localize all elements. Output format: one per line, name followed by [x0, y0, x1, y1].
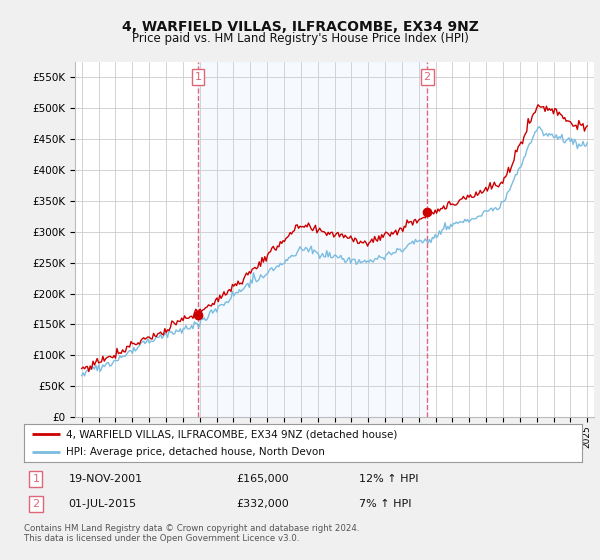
Text: HPI: Average price, detached house, North Devon: HPI: Average price, detached house, Nort… — [66, 447, 325, 457]
Text: 2: 2 — [32, 499, 40, 509]
Text: 12% ↑ HPI: 12% ↑ HPI — [359, 474, 418, 484]
Text: 1: 1 — [194, 72, 202, 82]
Text: Contains HM Land Registry data © Crown copyright and database right 2024.
This d: Contains HM Land Registry data © Crown c… — [24, 524, 359, 543]
Text: 4, WARFIELD VILLAS, ILFRACOMBE, EX34 9NZ (detached house): 4, WARFIELD VILLAS, ILFRACOMBE, EX34 9NZ… — [66, 429, 397, 439]
Text: £165,000: £165,000 — [236, 474, 289, 484]
Text: 7% ↑ HPI: 7% ↑ HPI — [359, 499, 412, 509]
Text: 4, WARFIELD VILLAS, ILFRACOMBE, EX34 9NZ: 4, WARFIELD VILLAS, ILFRACOMBE, EX34 9NZ — [122, 20, 478, 34]
Bar — [198, 62, 427, 417]
Text: 19-NOV-2001: 19-NOV-2001 — [68, 474, 143, 484]
Text: 1: 1 — [32, 474, 40, 484]
Text: 2: 2 — [424, 72, 431, 82]
Text: Price paid vs. HM Land Registry's House Price Index (HPI): Price paid vs. HM Land Registry's House … — [131, 32, 469, 45]
Text: £332,000: £332,000 — [236, 499, 289, 509]
Text: 01-JUL-2015: 01-JUL-2015 — [68, 499, 137, 509]
